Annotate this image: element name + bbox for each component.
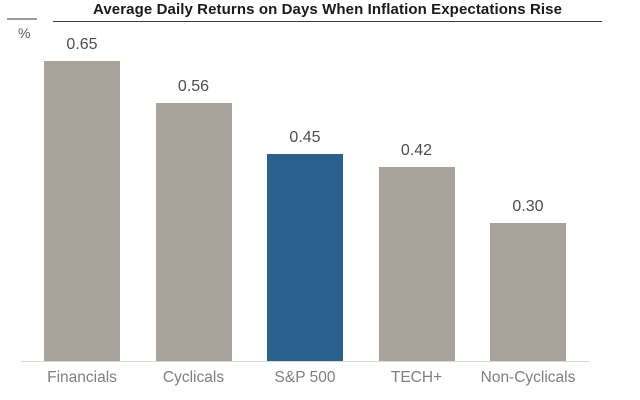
bar-tech — [378, 167, 455, 361]
category-label-cyclicals: Cyclicals — [162, 369, 225, 386]
x-axis-baseline — [21, 361, 590, 362]
value-label-non-cyclicals: 0.30 — [512, 198, 544, 215]
bar-cyclicals — [155, 103, 232, 361]
bar-s-p-500 — [267, 154, 343, 361]
value-label-financials: 0.65 — [66, 36, 98, 53]
category-label-s-p-500: S&P 500 — [274, 369, 336, 386]
category-label-non-cyclicals: Non-Cyclicals — [480, 369, 576, 386]
bar-non-cyclicals — [490, 223, 566, 361]
category-label-financials: Financials — [47, 369, 117, 386]
value-label-tech: 0.42 — [400, 142, 433, 159]
category-label-tech: TECH+ — [390, 369, 443, 386]
value-label-s-p-500: 0.45 — [289, 129, 321, 146]
corner-dash-rule — [7, 18, 37, 20]
value-label-cyclicals: 0.56 — [177, 78, 210, 95]
chart-title: Average Daily Returns on Days When Infla… — [53, 1, 602, 22]
y-axis-unit-label: % — [18, 25, 31, 41]
bar-financials — [44, 61, 120, 361]
